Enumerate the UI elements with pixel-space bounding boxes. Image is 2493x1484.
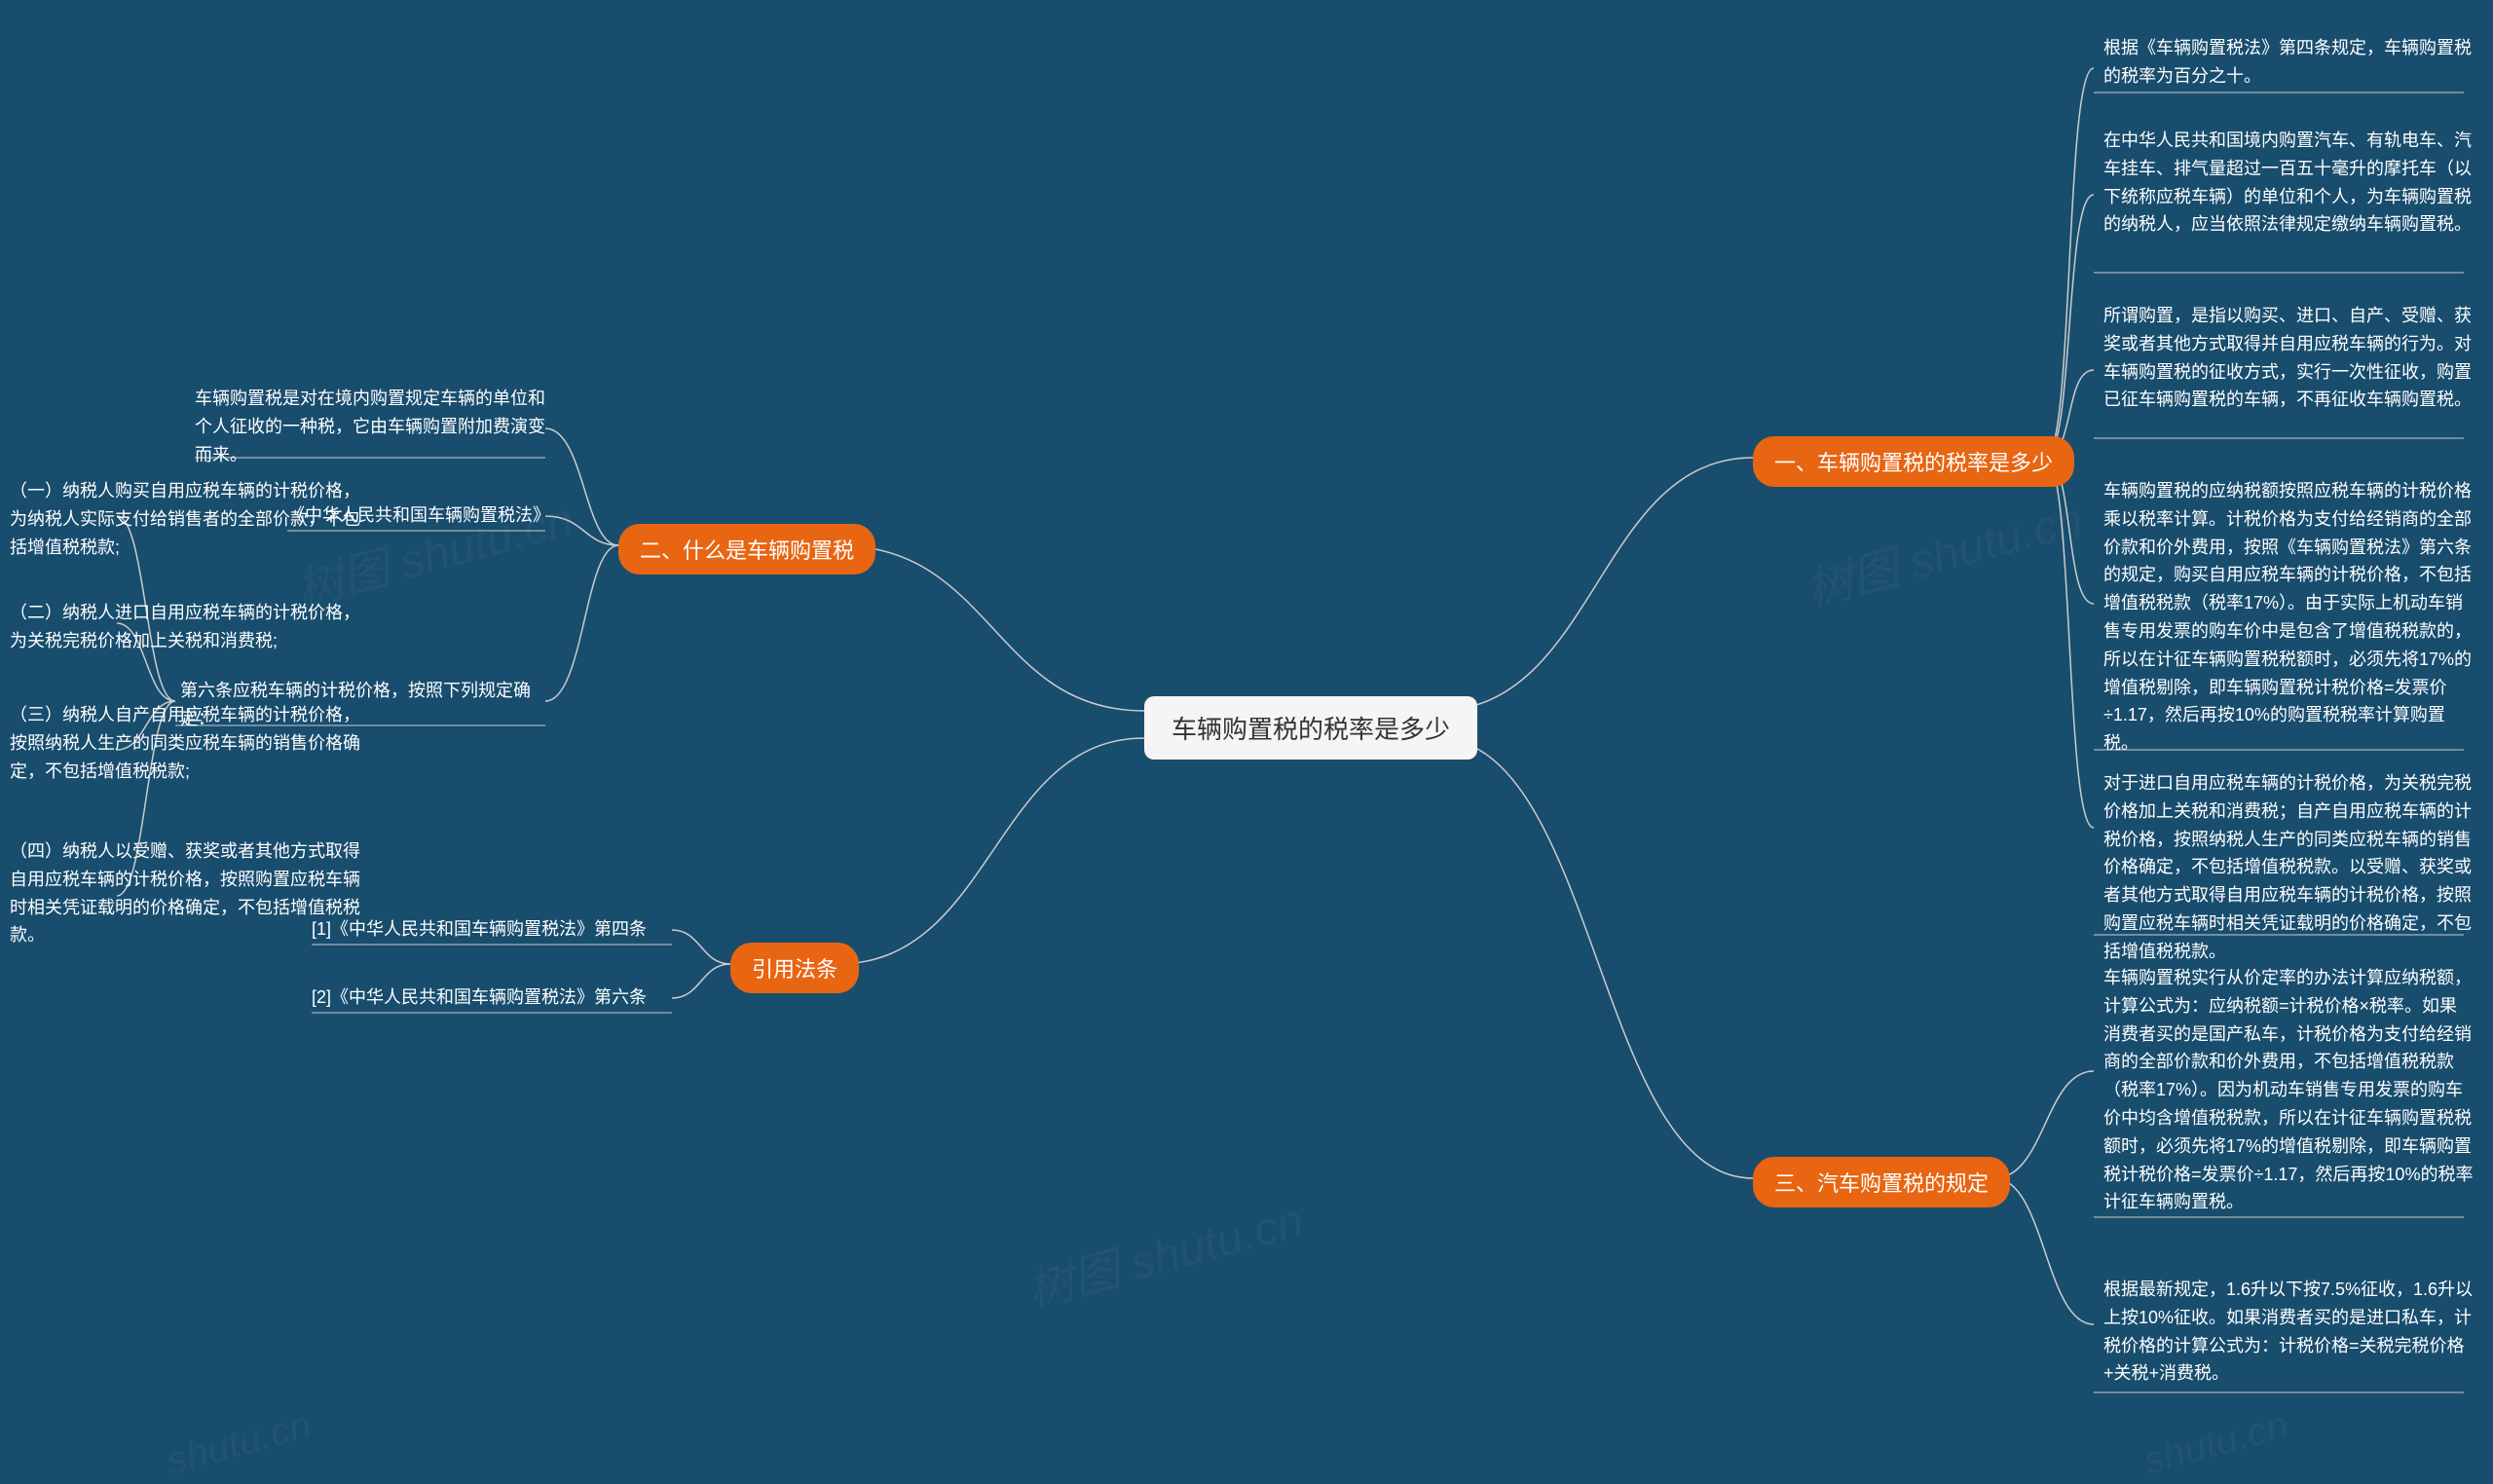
leaf-b1-0: 根据《车辆购置税法》第四条规定，车辆购置税的税率为百分之十。	[2103, 34, 2474, 91]
leaf-b1-3: 车辆购置税的应纳税额按照应税车辆的计税价格乘以税率计算。计税价格为支付给经销商的…	[2103, 477, 2474, 758]
branch-node-2: 二、什么是车辆购置税	[618, 524, 875, 575]
leaf-b4-1: [2]《中华人民共和国车辆购置税法》第六条	[312, 983, 647, 1012]
watermark: shutu.cn	[163, 1403, 316, 1484]
leaf-b3-1: 根据最新规定，1.6升以下按7.5%征收，1.6升以上按10%征收。如果消费者买…	[2103, 1276, 2474, 1388]
center-node: 车辆购置税的税率是多少	[1144, 696, 1477, 760]
leaf-b2-sub-2: （三）纳税人自产自用应税车辆的计税价格，按照纳税人生产的同类应税车辆的销售价格确…	[10, 701, 360, 785]
branch-node-3: 三、汽车购置税的规定	[1753, 1157, 2010, 1207]
leaf-b1-2: 所谓购置，是指以购买、进口、自产、受赠、获奖或者其他方式取得并自用应税车辆的行为…	[2103, 302, 2474, 414]
leaf-b2-sub-3: （四）纳税人以受赠、获奖或者其他方式取得自用应税车辆的计税价格，按照购置应税车辆…	[10, 837, 360, 949]
leaf-b2-sub-1: （二）纳税人进口自用应税车辆的计税价格，为关税完税价格加上关税和消费税;	[10, 599, 360, 655]
leaf-b2-0: 车辆购置税是对在境内购置规定车辆的单位和个人征收的一种税，它由车辆购置附加费演变…	[195, 385, 545, 468]
watermark: shutu.cn	[2140, 1403, 2293, 1484]
leaf-b3-0: 车辆购置税实行从价定率的办法计算应纳税额，计算公式为：应纳税额=计税价格×税率。…	[2103, 964, 2474, 1216]
leaf-b2-sub-0: （一）纳税人购买自用应税车辆的计税价格，为纳税人实际支付给销售者的全部价款，不包…	[10, 477, 360, 561]
watermark: 树图 shutu.cn	[1019, 1182, 1310, 1321]
leaf-b1-4: 对于进口自用应税车辆的计税价格，为关税完税价格加上关税和消费税；自产自用应税车辆…	[2103, 769, 2474, 966]
leaf-b4-0: [1]《中华人民共和国车辆购置税法》第四条	[312, 915, 647, 944]
branch-node-4: 引用法条	[730, 943, 859, 993]
watermark: 树图 shutu.cn	[1798, 481, 2089, 620]
branch-node-1: 一、车辆购置税的税率是多少	[1753, 436, 2074, 487]
leaf-b1-1: 在中华人民共和国境内购置汽车、有轨电车、汽车挂车、排气量超过一百五十毫升的摩托车…	[2103, 127, 2474, 239]
